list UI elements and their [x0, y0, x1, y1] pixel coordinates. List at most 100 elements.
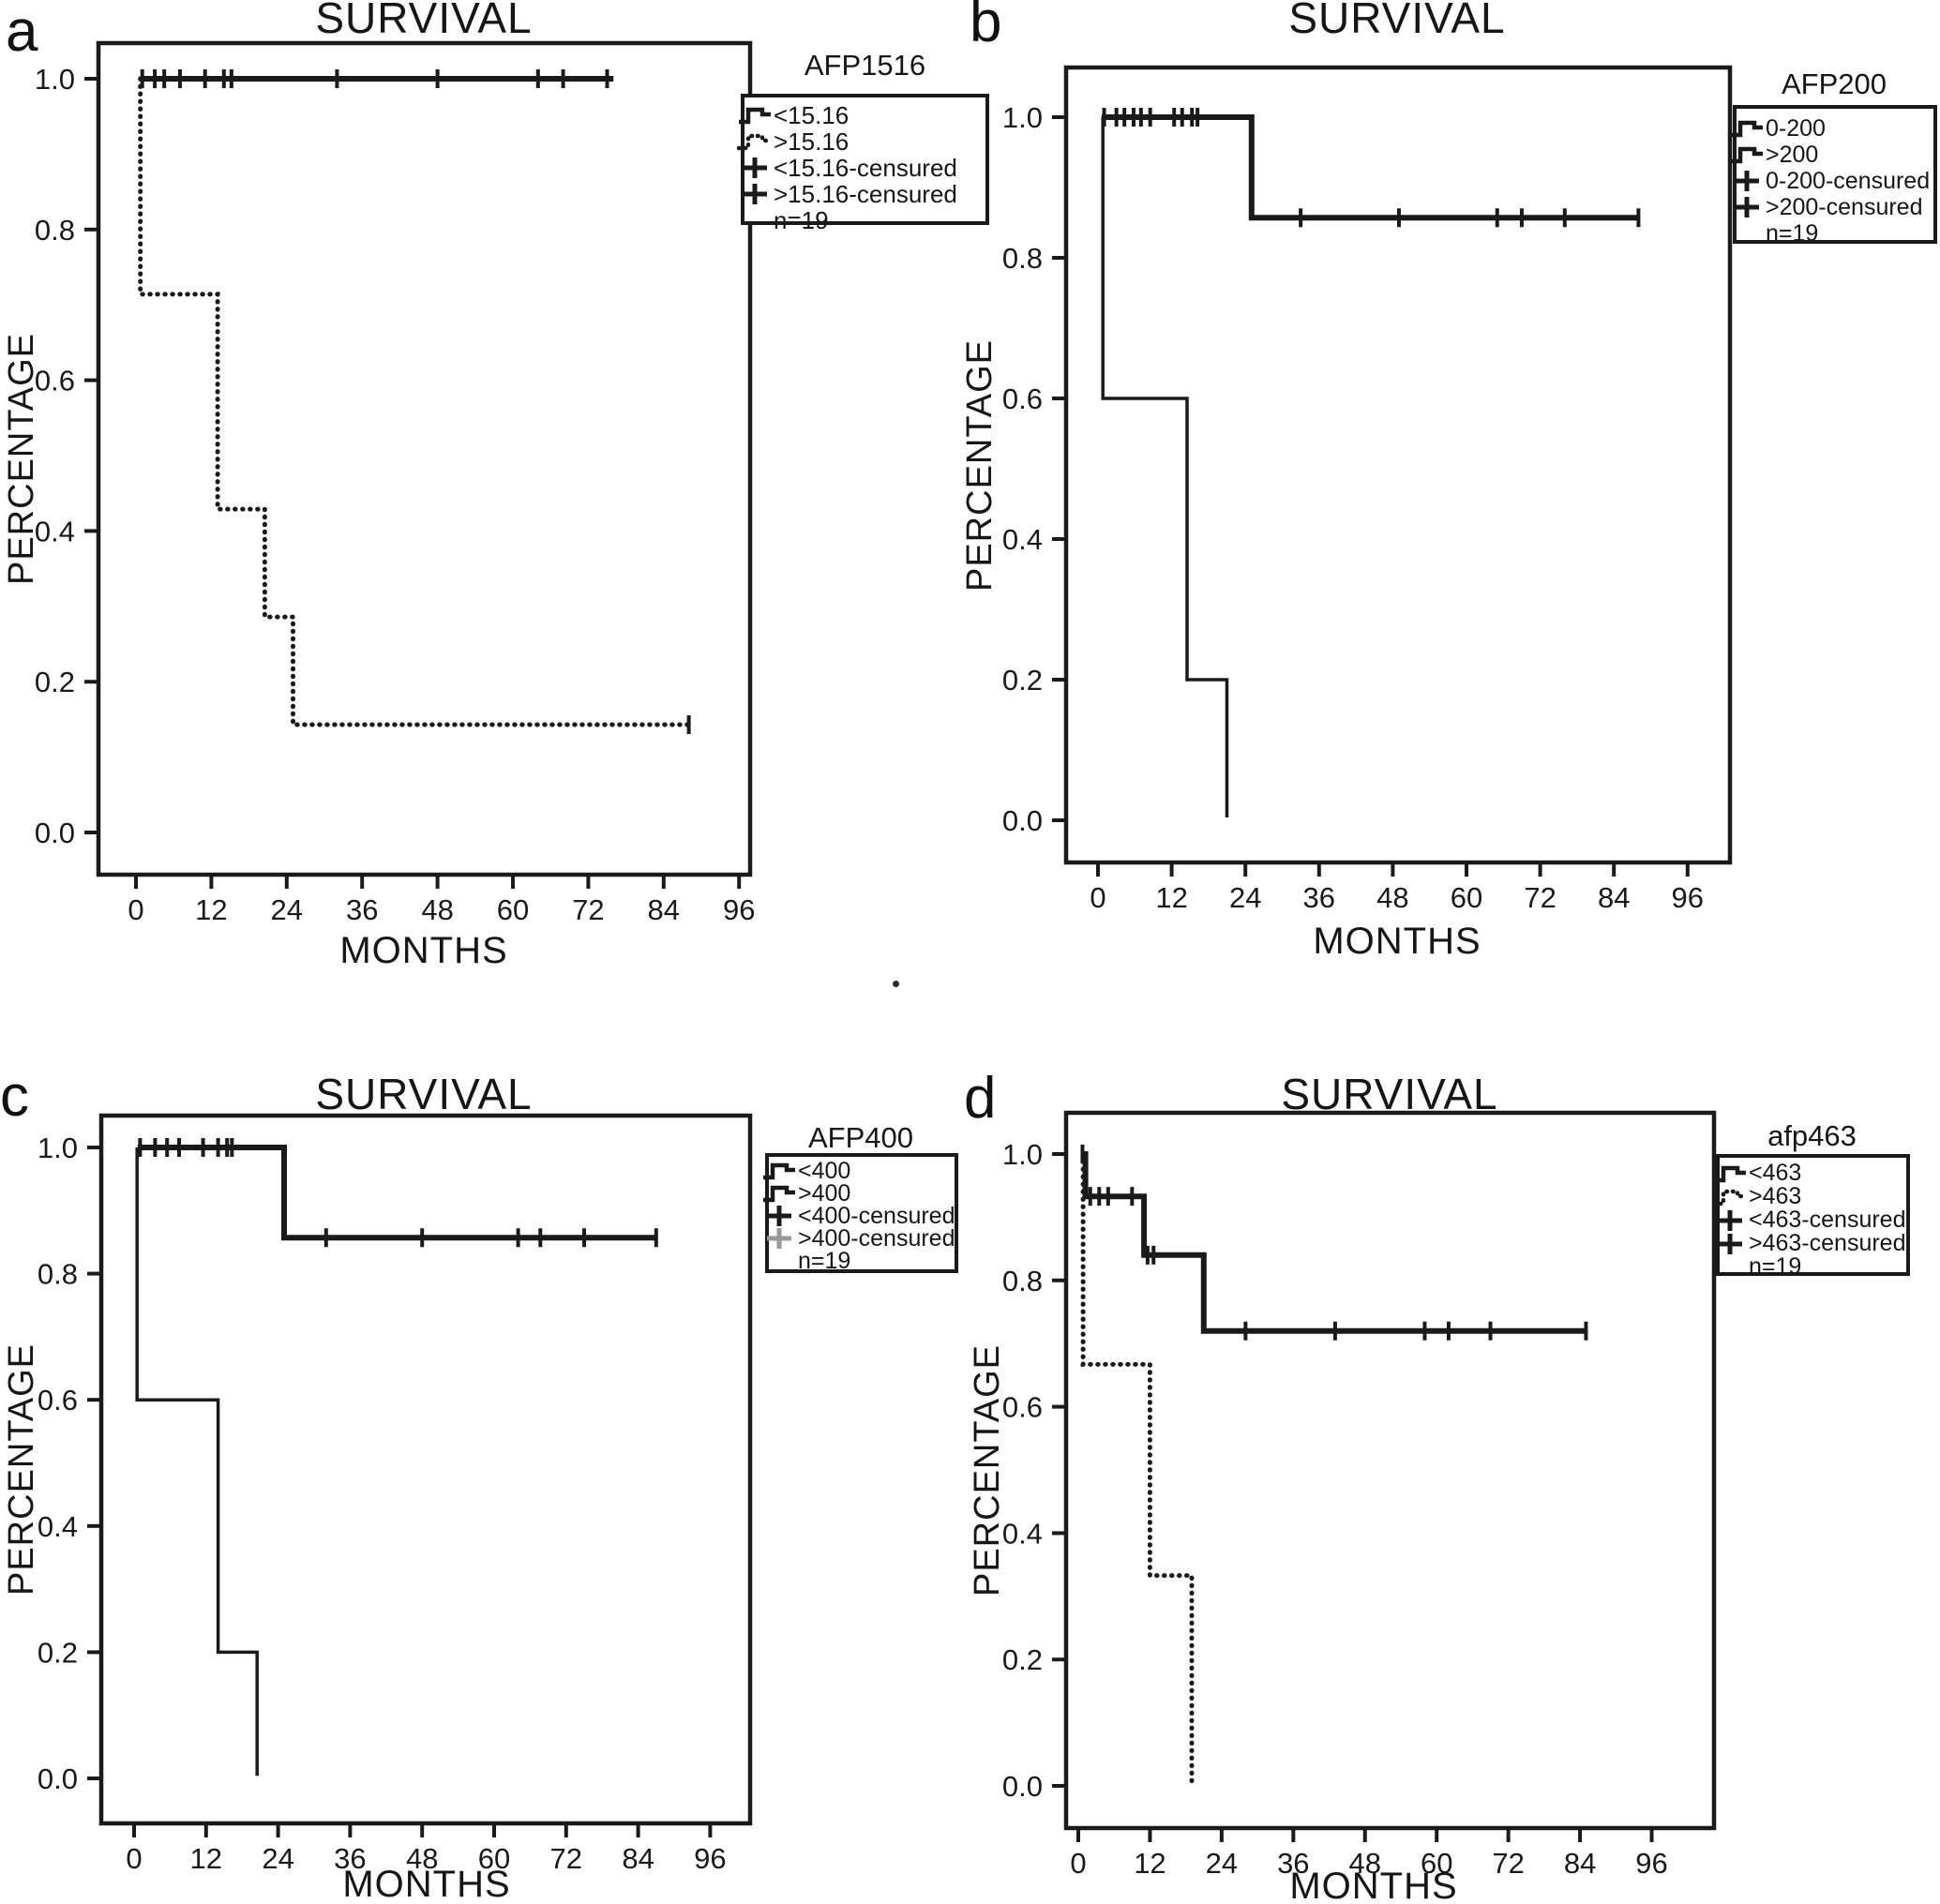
y-tick-label: 0.6	[1002, 1391, 1043, 1424]
legend-entry: >463	[1712, 1183, 1906, 1209]
y-tick-label: 0.0	[35, 817, 75, 849]
y-tick-label: 0.4	[38, 1510, 78, 1543]
y-tick-label: 0.0	[1002, 804, 1043, 837]
panel-c-letter: c	[0, 1064, 29, 1129]
panel-c-y-axis-label: PERCENTAGE	[1, 1342, 41, 1596]
y-tick-label: 0.6	[38, 1384, 78, 1417]
legend-entry-label: <463	[1749, 1160, 1802, 1186]
panel-c-legend-title: AFP400	[807, 1121, 913, 1154]
legend-entry-label: >463	[1749, 1183, 1802, 1209]
x-tick-label: 48	[421, 893, 453, 926]
x-tick-label: 72	[1524, 881, 1556, 914]
y-tick-label: 0.4	[1002, 523, 1043, 556]
panel-d-letter: d	[964, 1066, 997, 1131]
legend-entry-label: >15.16	[774, 127, 850, 156]
step-line-icon	[1728, 142, 1766, 167]
panel-c-x-axis-label: MONTHS	[342, 1864, 511, 1904]
x-tick-label: 84	[622, 1842, 654, 1875]
x-tick-label: 60	[478, 1842, 510, 1875]
legend-entry-label: <15.16	[774, 100, 850, 129]
x-tick-label: 48	[1349, 1847, 1381, 1880]
y-tick-label: 0.4	[1002, 1517, 1043, 1550]
x-tick-label: 36	[334, 1842, 366, 1875]
panel-d-y-axis-label: PERCENTAGE	[967, 1343, 1007, 1597]
censor-plus-icon-light	[760, 1226, 798, 1251]
legend-entry: >15.16-censured	[743, 179, 985, 208]
censor-plus-icon	[1728, 195, 1766, 219]
x-tick-label: 48	[1376, 881, 1408, 914]
km-curve-d	[1080, 1151, 1195, 1786]
x-tick-label: 24	[262, 1842, 293, 1875]
km-curve-b	[1101, 117, 1229, 817]
x-tick-label: 24	[271, 893, 303, 926]
x-tick-label: 96	[723, 893, 755, 926]
x-tick-label: 84	[648, 893, 680, 926]
y-tick-label: 1.0	[1002, 101, 1043, 134]
panel-d-legend: <463 >463 <463-censured >463-censured n=…	[1712, 1154, 1910, 1280]
x-tick-label: 0	[128, 893, 143, 926]
legend-n-note: n=19	[798, 1247, 851, 1274]
x-tick-label: 36	[346, 893, 378, 926]
km-curve-c	[137, 1145, 656, 1241]
censor-plus-icon	[1711, 1232, 1749, 1256]
x-tick-label: 12	[195, 893, 227, 926]
y-tick-label: 0.8	[38, 1258, 78, 1291]
y-tick-label: 0.6	[1002, 382, 1043, 415]
legend-entry-label: <400	[798, 1157, 851, 1184]
legend-n-note: n=19	[774, 205, 829, 234]
x-tick-label: 12	[1134, 1847, 1166, 1880]
x-tick-label: 0	[1070, 1847, 1086, 1880]
panel-d-x-axis-label: MONTHS	[1289, 1866, 1458, 1904]
censor-plus-icon	[736, 156, 774, 180]
panel-d-legend-title: afp463	[1767, 1119, 1857, 1152]
legend-entry-label: >200-censured	[1766, 193, 1923, 220]
step-line-icon	[1711, 1162, 1749, 1186]
legend-entry-label: >15.16-censured	[774, 179, 957, 208]
x-tick-label: 0	[126, 1842, 142, 1875]
y-tick-label: 0.8	[35, 214, 75, 247]
censor-plus-icon	[1728, 169, 1766, 193]
y-tick-label: 0.2	[1002, 664, 1043, 697]
panel-b-title: SURVIVAL	[1288, 0, 1506, 42]
panel-a-letter: a	[6, 0, 38, 64]
plot-frame-c	[98, 1113, 753, 1826]
legend-n-note: n=19	[1749, 1253, 1802, 1280]
step-line-icon	[736, 103, 774, 127]
x-tick-label: 36	[1277, 1847, 1309, 1880]
x-tick-label: 72	[572, 893, 604, 926]
step-line-icon	[760, 1181, 798, 1206]
legend-entry: <463	[1714, 1160, 1906, 1186]
legend-entry-label: >463-censured	[1749, 1230, 1906, 1256]
panel-d-title: SURVIVAL	[1281, 1070, 1498, 1118]
dotted-step-line-icon	[736, 129, 774, 154]
y-tick-label: 0.0	[1002, 1770, 1043, 1803]
legend-entry-label: <400-censured	[798, 1202, 955, 1229]
plot-frame-d	[1063, 1110, 1717, 1831]
step-line-icon	[1728, 116, 1766, 141]
x-tick-label: 0	[1090, 881, 1105, 914]
legend-entry: <15.16-censured	[743, 154, 985, 182]
legend-entry: >200	[1731, 141, 1933, 168]
x-tick-label: 12	[190, 1842, 222, 1875]
x-tick-label: 24	[1229, 881, 1261, 914]
legend-entry: >400-censured	[767, 1225, 955, 1252]
dotted-step-line-icon	[1711, 1185, 1749, 1209]
x-tick-label: 60	[1421, 1847, 1452, 1880]
panel-b-letter: b	[970, 0, 1002, 54]
y-tick-label: 0.8	[1002, 242, 1043, 275]
x-tick-label: 48	[406, 1842, 438, 1875]
plot-frame-a	[96, 40, 753, 877]
legend-entry-label: >400	[798, 1179, 851, 1207]
legend-entry: <400-censured	[767, 1202, 955, 1229]
km-curve-a	[138, 76, 692, 727]
panel-b-legend: 0-200 >200 0-200-censured >200-censured …	[1731, 105, 1937, 247]
y-tick-label: 0.8	[1002, 1265, 1043, 1297]
panel-a-title: SURVIVAL	[315, 0, 533, 42]
legend-entry: 0-200	[1731, 115, 1933, 142]
x-tick-label: 12	[1155, 881, 1187, 914]
x-tick-label: 96	[694, 1842, 726, 1875]
panel-b-x-axis-label: MONTHS	[1313, 921, 1481, 962]
legend-entry-label: >200	[1766, 141, 1819, 168]
